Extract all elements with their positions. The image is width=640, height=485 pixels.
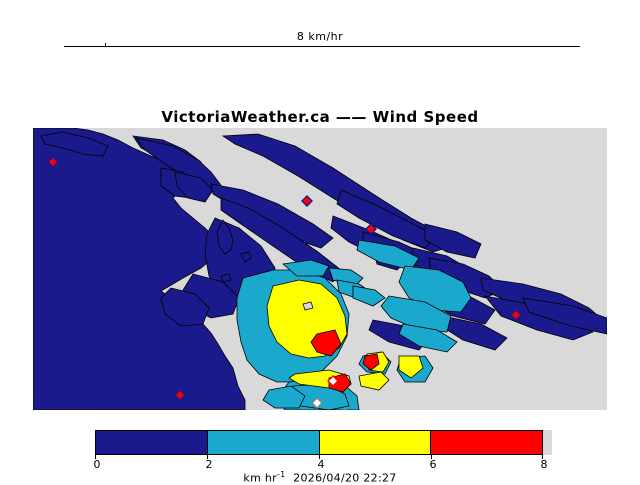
colorbar-segment-6-8 — [430, 431, 542, 454]
coastline-inner-island2 — [240, 251, 252, 263]
colorbar-strip — [95, 430, 543, 455]
page-title: VictoriaWeather.ca —— Wind Speed — [161, 108, 479, 126]
wind-speed-map[interactable] — [33, 128, 607, 410]
colorbar-tick-mark — [95, 455, 96, 459]
station-marker[interactable] — [301, 195, 313, 207]
station-markers[interactable] — [47, 156, 522, 410]
station-marker[interactable] — [340, 408, 350, 410]
navy-island-tail — [522, 297, 607, 335]
colorbar-ticks: 0 2 4 6 8 — [93, 455, 548, 471]
navy-islet-nw5 — [174, 171, 214, 203]
colorbar-segment-4-6 — [318, 431, 431, 454]
map-canvas — [33, 128, 607, 410]
colorbar-tick-mark — [431, 455, 432, 459]
navy-islet-nw1 — [40, 131, 109, 157]
colorbar-tick-mark — [319, 455, 320, 459]
wind-region-red — [310, 329, 380, 393]
navy-island-east1 — [424, 223, 482, 259]
colorbar-tick-label: 2 — [205, 458, 213, 471]
colorbar: 0 2 4 6 8 km hr-1 2026/04/20 22:27 — [0, 428, 640, 485]
station-marker[interactable] — [327, 375, 339, 387]
yellow-core-hole — [302, 301, 314, 311]
yellow-islet2 — [398, 355, 424, 379]
station-marker[interactable] — [365, 223, 377, 235]
colorbar-tick-label: 4 — [317, 458, 325, 471]
wind-scale-tick — [105, 43, 106, 47]
navy-inlet-midleft3 — [160, 287, 210, 327]
coastline-inner-island3 — [220, 273, 232, 283]
colorbar-tick-mark — [207, 455, 208, 459]
navy-strait-east1 — [336, 189, 438, 249]
colorbar-segment-0-2 — [96, 431, 207, 454]
colorbar-tick-label: 6 — [429, 458, 437, 471]
wind-scale-reference: 8 km/hr — [0, 30, 640, 62]
wind-region-navy — [33, 128, 607, 410]
yellow-islet3 — [358, 371, 390, 391]
station-marker[interactable] — [510, 309, 522, 321]
station-marker[interactable] — [174, 389, 186, 401]
red-peak-main — [310, 329, 342, 357]
coastline-detail — [216, 219, 252, 283]
colorbar-units: km hr — [243, 471, 277, 485]
cyan-fleck-c2 — [328, 267, 364, 287]
colorbar-caption: km hr-1 2026/04/20 22:27 — [0, 470, 640, 485]
wind-scale-label: 8 km/hr — [296, 30, 344, 43]
red-peak-islet — [362, 353, 380, 371]
colorbar-timestamp: 2026/04/20 22:27 — [293, 471, 397, 485]
station-marker[interactable] — [47, 156, 59, 168]
colorbar-tick-label: 8 — [540, 458, 548, 471]
cyan-fleck-c4 — [352, 285, 386, 307]
station-marker[interactable] — [311, 397, 323, 409]
coastline-inner-island1 — [216, 219, 234, 255]
colorbar-units-exponent: -1 — [277, 470, 286, 479]
cyan-fleck-c1 — [282, 259, 330, 277]
cyan-island-e3 — [398, 323, 458, 353]
cyan-victoria-west — [262, 385, 306, 409]
wind-scale-line — [64, 46, 580, 47]
colorbar-segment-2-4 — [206, 431, 319, 454]
colorbar-tick-mark — [542, 455, 543, 459]
colorbar-tick-label: 0 — [93, 458, 101, 471]
